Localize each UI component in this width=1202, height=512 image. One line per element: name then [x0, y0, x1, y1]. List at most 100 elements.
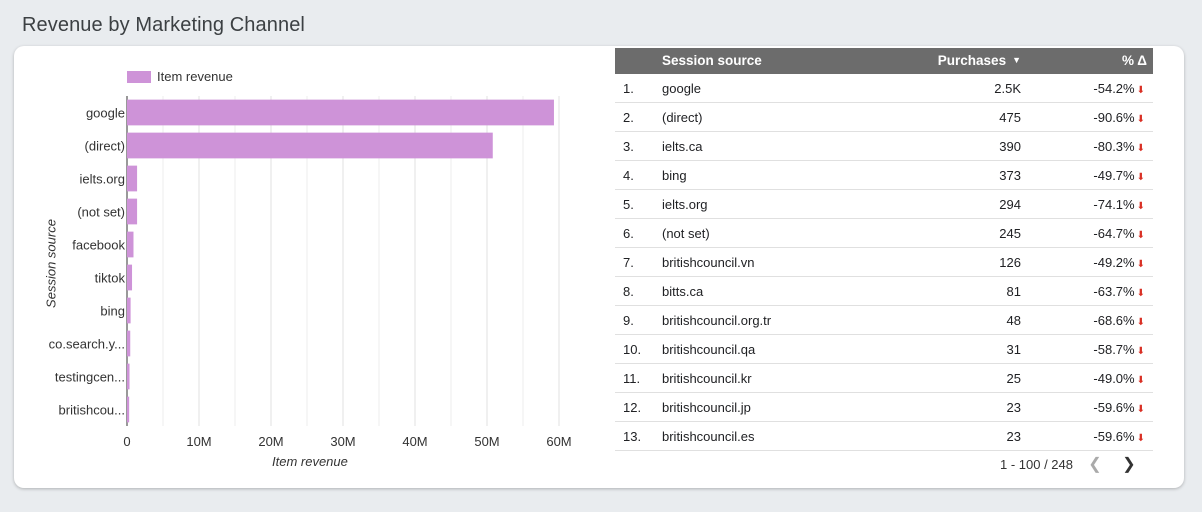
cell-delta: -59.6% ⬇ [1093, 400, 1145, 415]
table-row[interactable]: 2. (direct) 475 -90.6% ⬇ [615, 103, 1153, 132]
y-tick-label: co.search.y... [49, 337, 125, 352]
legend-swatch [127, 70, 151, 83]
row-number: 9. [623, 313, 634, 328]
down-arrow-icon: ⬇ [1136, 85, 1145, 96]
table-body: 1. google 2.5K -54.2% ⬇ 2. (direct) 475 -90.6% ⬇ 3… [615, 74, 1153, 451]
cell-delta: -54.2% ⬇ [1093, 81, 1145, 96]
row-number: 13. [623, 429, 642, 444]
x-tick-label: 10M [186, 434, 211, 449]
bar[interactable] [127, 231, 134, 258]
cell-purchases: 126 [999, 255, 1021, 270]
prev-page-icon[interactable]: ❮ [1088, 456, 1102, 473]
down-arrow-icon: ⬇ [1136, 433, 1145, 444]
table-row[interactable]: 13. britishcouncil.es 23 -59.6% ⬇ [615, 422, 1153, 451]
row-number: 11. [623, 371, 641, 386]
down-arrow-icon: ⬇ [1136, 404, 1145, 415]
y-tick-label: ielts.org [79, 172, 125, 187]
row-number: 12. [623, 400, 642, 415]
cell-delta: -49.7% ⬇ [1093, 168, 1145, 183]
row-number: 8. [623, 284, 634, 299]
bar[interactable] [127, 297, 131, 324]
bar[interactable] [127, 330, 131, 357]
down-arrow-icon: ⬇ [1136, 288, 1145, 299]
row-number: 7. [623, 255, 634, 270]
cell-delta: -59.6% ⬇ [1093, 429, 1145, 444]
bar-chart-svg: 0 10M 20M 30M 40M 50M 60M google (direct) ielts.o… [49, 96, 572, 449]
cell-purchases: 373 [999, 168, 1021, 183]
cell-purchases: 245 [999, 226, 1021, 241]
y-tick-label: facebook [72, 238, 125, 253]
y-tick-label: (direct) [85, 139, 125, 154]
cell-delta: -80.3% ⬇ [1093, 139, 1145, 154]
down-arrow-icon: ⬇ [1136, 201, 1145, 212]
table-row[interactable]: 5. ielts.org 294 -74.1% ⬇ [615, 190, 1153, 219]
x-tick-label: 20M [258, 434, 283, 449]
y-tick-label: testingcen... [55, 370, 125, 385]
cell-source: britishcouncil.org.tr [662, 313, 772, 328]
cell-source: ielts.org [662, 197, 708, 212]
table-row[interactable]: 8. bitts.ca 81 -63.7% ⬇ [615, 277, 1153, 306]
x-tick-label: 0 [123, 434, 130, 449]
y-tick-label: britishcou... [59, 403, 125, 418]
cell-purchases: 294 [999, 197, 1021, 212]
cell-source: (not set) [662, 226, 710, 241]
y-tick-label: tiktok [95, 271, 126, 286]
table-row[interactable]: 1. google 2.5K -54.2% ⬇ [615, 74, 1153, 103]
bar[interactable] [127, 132, 493, 159]
bar[interactable] [127, 396, 130, 423]
bar[interactable] [127, 198, 138, 225]
column-header-source[interactable]: Session source [662, 53, 762, 68]
table-row[interactable]: 7. britishcouncil.vn 126 -49.2% ⬇ [615, 248, 1153, 277]
cell-source: britishcouncil.kr [662, 371, 752, 386]
table-row[interactable]: 10. britishcouncil.qa 31 -58.7% ⬇ [615, 335, 1153, 364]
table-row[interactable]: 3. ielts.ca 390 -80.3% ⬇ [615, 132, 1153, 161]
x-axis-title: Item revenue [272, 454, 348, 469]
next-page-icon[interactable]: ❯ [1122, 456, 1136, 473]
cell-source: britishcouncil.vn [662, 255, 755, 270]
cell-purchases: 2.5K [994, 81, 1021, 96]
y-tick-label: (not set) [77, 205, 125, 220]
cell-source: britishcouncil.jp [662, 400, 751, 415]
legend-label: Item revenue [157, 69, 233, 84]
column-header-delta[interactable]: % Δ [1122, 53, 1147, 68]
table-row[interactable]: 9. britishcouncil.org.tr 48 -68.6% ⬇ [615, 306, 1153, 335]
down-arrow-icon: ⬇ [1136, 230, 1145, 241]
table-row[interactable]: 6. (not set) 245 -64.7% ⬇ [615, 219, 1153, 248]
x-tick-label: 60M [546, 434, 571, 449]
row-number: 4. [623, 168, 634, 183]
table-row[interactable]: 11. britishcouncil.kr 25 -49.0% ⬇ [615, 364, 1153, 393]
pagination: 1 - 100 / 248 ❮ ❯ [1000, 452, 1141, 476]
y-axis-title: Session source [43, 219, 59, 308]
row-number: 6. [623, 226, 634, 241]
cell-source: britishcouncil.qa [662, 342, 756, 357]
cell-purchases: 81 [1006, 284, 1021, 299]
table-row[interactable]: 4. bing 373 -49.7% ⬇ [615, 161, 1153, 190]
bar[interactable] [127, 99, 554, 126]
table-row[interactable]: 12. britishcouncil.jp 23 -59.6% ⬇ [615, 393, 1153, 422]
bar[interactable] [127, 363, 130, 390]
row-number: 5. [623, 197, 634, 212]
cell-source: bitts.ca [662, 284, 704, 299]
cell-source: (direct) [662, 110, 703, 125]
cell-delta: -90.6% ⬇ [1093, 110, 1145, 125]
row-number: 3. [623, 139, 634, 154]
chart-legend[interactable]: Item revenue [127, 69, 233, 84]
x-tick-label: 30M [330, 434, 355, 449]
table-header: Session source Purchases ▼ % Δ [615, 48, 1153, 74]
column-header-purchases[interactable]: Purchases ▼ [937, 53, 1021, 68]
y-tick-label: bing [100, 304, 125, 319]
page-title: Revenue by Marketing Channel [22, 14, 305, 36]
down-arrow-icon: ⬇ [1136, 317, 1145, 328]
down-arrow-icon: ⬇ [1136, 259, 1145, 270]
cell-purchases: 48 [1006, 313, 1021, 328]
down-arrow-icon: ⬇ [1136, 346, 1145, 357]
bar[interactable] [127, 165, 138, 192]
down-arrow-icon: ⬇ [1136, 172, 1145, 183]
row-number: 2. [623, 110, 634, 125]
cell-purchases: 390 [999, 139, 1021, 154]
cell-source: google [662, 81, 702, 96]
sort-desc-icon: ▼ [1012, 55, 1021, 65]
cell-delta: -64.7% ⬇ [1093, 226, 1145, 241]
bar[interactable] [127, 264, 133, 291]
cell-delta: -68.6% ⬇ [1093, 313, 1145, 328]
